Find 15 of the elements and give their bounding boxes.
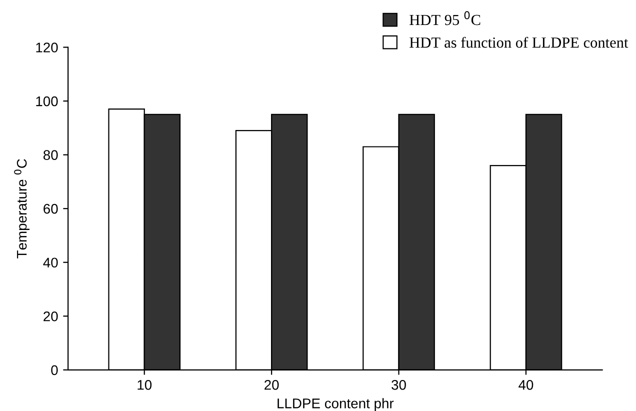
x-tick-label: 10: [138, 380, 152, 390]
x-tick-label: 40: [518, 380, 534, 390]
y-tick-label: 40: [43, 258, 58, 268]
y-tick-label: 0: [51, 365, 58, 376]
y-axis-title: Temperature $^{0}$C: [14, 159, 30, 258]
y-tick-label: 120: [36, 42, 58, 52]
x-tick-label: 30: [392, 380, 406, 390]
legend-label: HDT 95 $^{0}$C: [410, 11, 480, 26]
x-tick-label: 20: [264, 380, 279, 390]
y-tick-label: 100: [36, 96, 58, 106]
y-tick-label: 60: [44, 204, 58, 214]
y-tick-label: 20: [44, 311, 58, 322]
legend-label: HDT as function of LLDPE content: [410, 36, 628, 48]
x-axis-title: LLDPE content phr: [278, 398, 394, 411]
y-tick-label: 80: [43, 150, 58, 160]
